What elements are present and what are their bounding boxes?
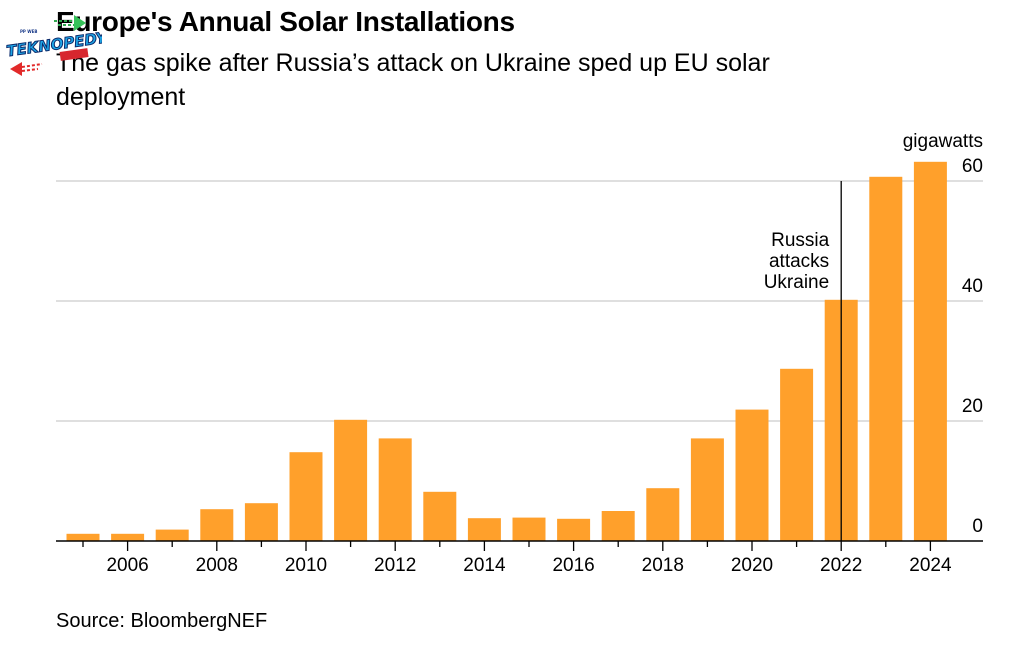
chart-subtitle: The gas spike after Russia’s attack on U… bbox=[56, 49, 770, 111]
svg-text:PP WEB: PP WEB bbox=[20, 29, 37, 34]
bar-2021 bbox=[780, 368, 814, 541]
bar-2018 bbox=[646, 488, 680, 541]
bar-2010 bbox=[289, 452, 323, 541]
annotation-text-line: attacks bbox=[769, 251, 829, 272]
source-note: Source: BloombergNEF bbox=[56, 610, 268, 632]
bar-2019 bbox=[690, 438, 724, 541]
x-tick-label: 2016 bbox=[552, 555, 594, 576]
bars bbox=[66, 161, 947, 542]
y-tick-label: 0 bbox=[972, 516, 983, 537]
annotation-text-line: Russia bbox=[771, 230, 830, 251]
bar-2024 bbox=[913, 161, 947, 542]
bar-2005 bbox=[66, 533, 100, 541]
x-axis: 2006 2008 2010 2012 2014 2016 2018 2020 2022 2024 bbox=[56, 540, 983, 576]
bar-2023 bbox=[869, 176, 903, 542]
x-tick-label: 2012 bbox=[374, 555, 416, 576]
green-arrow-icon bbox=[54, 15, 86, 31]
annotation-text-line: Ukraine bbox=[764, 272, 829, 293]
y-axis: 0 20 40 60 gigawatts bbox=[903, 131, 983, 537]
red-arrow-icon bbox=[10, 62, 43, 76]
x-tick-label: 2006 bbox=[106, 555, 148, 576]
y-tick-label: 60 bbox=[962, 156, 983, 177]
red-badge bbox=[59, 48, 89, 61]
x-tick-label: 2014 bbox=[463, 555, 506, 576]
bar-2009 bbox=[244, 503, 278, 541]
y-tick-label: 40 bbox=[962, 276, 983, 297]
bar-2008 bbox=[200, 509, 234, 541]
bar-2020 bbox=[735, 409, 769, 541]
x-tick-label: 2020 bbox=[731, 555, 773, 576]
bar-2017 bbox=[601, 511, 635, 541]
chart-title: Europe's Annual Solar Installations bbox=[56, 6, 515, 37]
y-tick-label: 20 bbox=[962, 396, 983, 417]
teknopedya-logo-icon: PP WEB TEKNOPEDYA bbox=[5, 15, 102, 76]
bar-2016 bbox=[557, 518, 591, 541]
x-tick-label: 2024 bbox=[909, 555, 952, 576]
x-tick-label: 2010 bbox=[285, 555, 327, 576]
bar-2011 bbox=[334, 419, 368, 541]
bar-2015 bbox=[512, 517, 546, 541]
bar-2013 bbox=[423, 491, 457, 541]
x-tick-label: 2022 bbox=[820, 555, 862, 576]
bar-2014 bbox=[467, 518, 501, 541]
bar-2012 bbox=[378, 438, 412, 541]
bar-2006 bbox=[111, 533, 145, 541]
x-tick-label: 2018 bbox=[642, 555, 684, 576]
y-unit-label: gigawatts bbox=[903, 131, 983, 152]
x-tick-label: 2008 bbox=[196, 555, 238, 576]
bar-2007 bbox=[155, 529, 189, 541]
